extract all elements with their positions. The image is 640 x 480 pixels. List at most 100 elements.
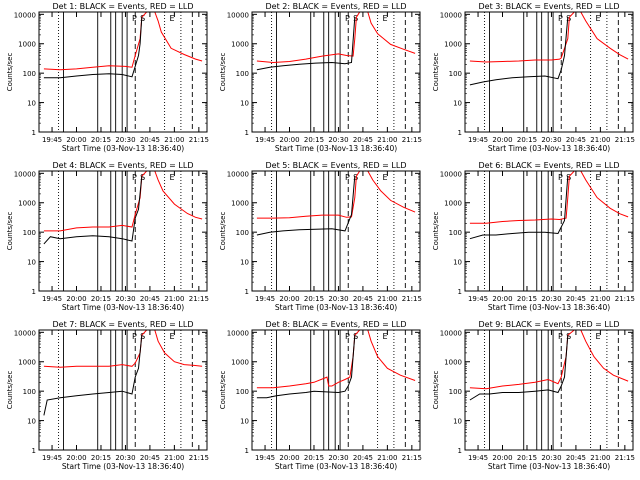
y-tick-label: 100	[449, 229, 462, 237]
plot-frame	[464, 329, 634, 451]
lld-rate-line	[469, 171, 629, 224]
y-axis-label: Counts/sec	[432, 53, 440, 92]
x-tick-label: 20:30	[541, 295, 561, 303]
panel-title: Det 8: BLACK = Events, RED = LLD	[266, 320, 407, 329]
y-tick-label: 1000	[231, 359, 249, 367]
y-tick-label: 1	[458, 129, 462, 137]
x-tick-label: 21:15	[402, 136, 422, 144]
flag-label: E	[595, 173, 600, 182]
y-axis-label: Counts/sec	[432, 212, 440, 251]
x-tick-label: 19:45	[255, 136, 275, 144]
flag-label: E	[382, 173, 387, 182]
x-tick-label: 19:45	[468, 454, 488, 462]
lld-rate-line	[256, 12, 416, 64]
y-tick-label: 1	[32, 288, 36, 296]
lld-rate-line	[469, 12, 629, 63]
panel-title: Det 6: BLACK = Events, RED = LLD	[479, 161, 620, 170]
y-tick-label: 1000	[231, 41, 249, 49]
x-tick-label: 20:00	[492, 454, 512, 462]
lld-rate-line	[256, 330, 416, 389]
x-tick-label: 20:45	[140, 295, 160, 303]
x-tick-label: 21:15	[615, 454, 635, 462]
lld-rate-line	[469, 330, 629, 390]
flag-label: S	[566, 173, 571, 182]
x-axis-label: Start Time (03-Nov-13 18:36:40)	[62, 462, 184, 471]
x-tick-label: 21:00	[164, 295, 184, 303]
x-tick-label: 20:00	[66, 136, 86, 144]
y-axis-label: Counts/sec	[219, 371, 227, 410]
y-axis-label: Counts/sec	[432, 371, 440, 410]
y-tick-label: 10000	[440, 170, 462, 178]
panel-det-9: Det 9: BLACK = Events, RED = LLD P S E 1 10 10…	[432, 320, 635, 471]
y-tick-label: 10	[240, 100, 249, 108]
plot-frame	[38, 329, 208, 451]
lld-rate-line	[43, 12, 203, 71]
flag-label: S	[353, 173, 358, 182]
x-tick-label: 20:30	[328, 454, 348, 462]
x-tick-label: 21:00	[377, 295, 397, 303]
flag-label: P	[558, 173, 563, 182]
y-tick-label: 10000	[440, 11, 462, 19]
y-tick-label: 1	[458, 447, 462, 455]
x-tick-label: 19:45	[468, 295, 488, 303]
y-tick-label: 1	[245, 447, 249, 455]
plot-frame	[251, 170, 421, 292]
flag-label: S	[566, 14, 571, 23]
events-rate-line	[43, 176, 143, 245]
y-tick-label: 1000	[231, 200, 249, 208]
flag-label: P	[345, 14, 350, 23]
y-axis-label: Counts/sec	[6, 371, 14, 410]
y-tick-label: 100	[236, 70, 249, 78]
panel-title: Det 3: BLACK = Events, RED = LLD	[479, 2, 620, 11]
flag-label: S	[566, 332, 571, 341]
x-tick-label: 20:45	[353, 136, 373, 144]
x-tick-label: 20:45	[353, 295, 373, 303]
x-tick-label: 21:15	[402, 454, 422, 462]
x-tick-label: 20:00	[279, 454, 299, 462]
flag-label: E	[595, 332, 600, 341]
x-tick-label: 21:15	[615, 136, 635, 144]
plot-frame	[251, 11, 421, 133]
x-tick-label: 20:15	[304, 454, 324, 462]
y-tick-label: 100	[449, 388, 462, 396]
events-rate-line	[43, 335, 143, 416]
y-tick-label: 100	[23, 70, 36, 78]
y-tick-label: 100	[236, 388, 249, 396]
x-tick-label: 20:45	[353, 454, 373, 462]
y-tick-label: 100	[23, 229, 36, 237]
x-tick-label: 20:15	[91, 136, 111, 144]
y-tick-label: 10000	[14, 170, 36, 178]
x-tick-label: 20:15	[517, 136, 537, 144]
flag-label: P	[558, 14, 563, 23]
y-tick-label: 10000	[14, 329, 36, 337]
y-tick-label: 1	[458, 288, 462, 296]
y-axis-label: Counts/sec	[219, 212, 227, 251]
x-tick-label: 21:00	[377, 136, 397, 144]
flag-label: P	[132, 173, 137, 182]
x-tick-label: 20:30	[541, 136, 561, 144]
x-axis-label: Start Time (03-Nov-13 18:36:40)	[275, 303, 397, 312]
x-tick-label: 20:15	[91, 295, 111, 303]
events-rate-line	[469, 17, 569, 86]
flag-label: S	[140, 173, 145, 182]
panel-det-4: Det 4: BLACK = Events, RED = LLD P S E 1 10 10…	[6, 161, 209, 312]
x-tick-label: 21:00	[590, 136, 610, 144]
y-tick-label: 1000	[444, 359, 462, 367]
y-tick-label: 1	[245, 288, 249, 296]
flag-label: E	[169, 332, 174, 341]
y-tick-label: 100	[23, 388, 36, 396]
y-tick-label: 10	[27, 100, 36, 108]
y-tick-label: 100	[236, 229, 249, 237]
x-tick-label: 21:15	[189, 295, 209, 303]
events-rate-line	[469, 335, 569, 401]
y-tick-label: 10	[27, 259, 36, 267]
events-rate-line	[256, 335, 356, 399]
x-tick-label: 21:00	[590, 295, 610, 303]
flag-label: P	[345, 173, 350, 182]
x-axis-label: Start Time (03-Nov-13 18:36:40)	[62, 303, 184, 312]
y-tick-label: 1000	[18, 200, 36, 208]
lld-rate-line	[43, 171, 203, 232]
y-tick-label: 1000	[18, 41, 36, 49]
x-tick-label: 21:00	[377, 454, 397, 462]
